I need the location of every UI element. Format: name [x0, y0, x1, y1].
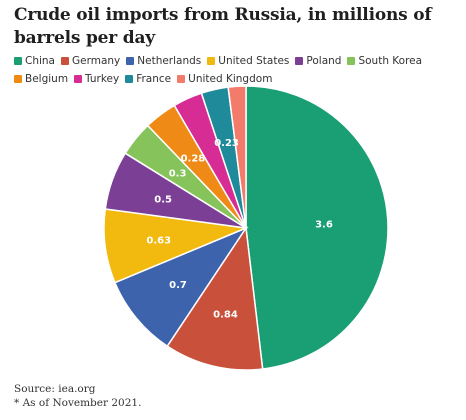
legend-item-united-kingdom: United Kingdom: [177, 71, 272, 87]
legend-swatch: [61, 57, 69, 65]
legend-label: Poland: [306, 55, 342, 67]
legend-swatch: [14, 75, 22, 83]
legend-label: Germany: [72, 55, 121, 67]
legend-label: United States: [218, 55, 290, 67]
data-label-united-states: 0.63: [146, 235, 171, 246]
footer: Source: iea.org * As of November 2021.: [14, 382, 141, 410]
legend-label: China: [25, 55, 55, 67]
data-label-south-korea: 0.3: [169, 169, 187, 180]
date-note: * As of November 2021.: [14, 397, 142, 409]
legend-swatch: [14, 57, 22, 65]
pie-slice-netherlands: [113, 226, 248, 348]
pie-slice-china: [245, 85, 389, 370]
legend-swatch: [207, 57, 216, 65]
legend-label: Belgium: [25, 73, 69, 85]
pie-slice-germany: [166, 225, 264, 371]
legend-swatch: [126, 57, 135, 65]
legend-item-south-korea: South Korea: [347, 53, 422, 69]
legend-label: Turkey: [85, 73, 120, 85]
pie-chart: 3.6 0.84 0.7 0.63 0.5 0.3 0.28 0.23: [103, 85, 389, 371]
data-label-poland: 0.5: [154, 194, 172, 205]
data-label-china: 3.6: [315, 219, 333, 230]
legend-item-belgium: Belgium: [14, 71, 68, 87]
legend-swatch: [295, 57, 304, 65]
legend-label: France: [136, 73, 172, 85]
legend-swatch: [74, 75, 83, 83]
legend-item-china: China: [14, 53, 55, 69]
legend-label: South Korea: [358, 55, 423, 67]
legend-item-netherlands: Netherlands: [126, 53, 201, 69]
data-label-netherlands: 0.7: [169, 280, 187, 291]
data-label-germany: 0.84: [213, 310, 238, 321]
legend-item-united-states: United States: [207, 53, 289, 69]
source-note: Source: iea.org: [14, 383, 96, 395]
legend-label: Netherlands: [137, 55, 202, 67]
legend-swatch: [347, 57, 356, 65]
pie-slice-united-kingdom: [227, 85, 247, 229]
data-label-france: 0.23: [214, 138, 239, 149]
legend-item-turkey: Turkey: [74, 71, 119, 87]
legend: China Germany Netherlands United States Pola…: [14, 53, 458, 87]
legend-swatch: [125, 75, 134, 83]
legend-swatch: [177, 75, 186, 83]
legend-label: United Kingdom: [188, 73, 273, 85]
legend-item-germany: Germany: [61, 53, 120, 69]
legend-item-poland: Poland: [295, 53, 341, 69]
data-label-belgium: 0.28: [181, 154, 206, 165]
chart-title: Crude oil imports from Russia, in millio…: [14, 5, 432, 48]
legend-item-france: France: [125, 71, 171, 87]
